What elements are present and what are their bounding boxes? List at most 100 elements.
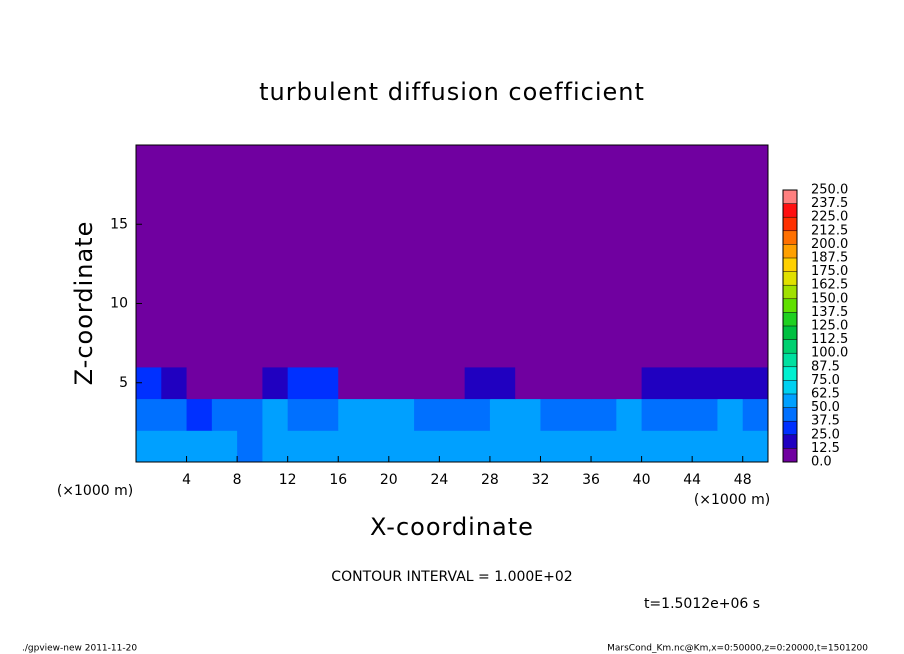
- heat-cell: [515, 176, 541, 209]
- heat-cell: [161, 145, 188, 178]
- heat-cell: [414, 303, 440, 336]
- heat-cell: [717, 240, 744, 273]
- heat-cell: [717, 366, 744, 400]
- heat-cell: [363, 208, 390, 241]
- heat-cell: [666, 145, 693, 178]
- heat-cell: [211, 398, 238, 431]
- heat-cell: [262, 303, 289, 336]
- heat-cell: [338, 145, 365, 178]
- heat-cell: [464, 335, 491, 368]
- heat-cell: [641, 303, 668, 336]
- time-note: t=1.5012e+06 s: [644, 596, 760, 612]
- heat-cell: [515, 145, 541, 178]
- colorbar-label: 50.0: [811, 400, 840, 415]
- heat-cell: [237, 430, 263, 463]
- heat-cell: [464, 303, 491, 336]
- heat-cell: [262, 240, 289, 273]
- heat-cell: [186, 240, 213, 273]
- colorbar-label: 112.5: [811, 332, 848, 347]
- heat-cell: [666, 366, 693, 400]
- heat-cell: [717, 145, 744, 178]
- heat-cell: [287, 366, 314, 400]
- colorbar-label: 225.0: [811, 210, 848, 225]
- heat-cell: [338, 335, 365, 368]
- colorbar-label: 237.5: [811, 196, 848, 211]
- heat-cell: [237, 335, 263, 368]
- heat-cell: [414, 176, 440, 209]
- heat-cell: [591, 430, 617, 463]
- heat-cell: [464, 430, 491, 463]
- colorbar-swatch: [783, 285, 797, 299]
- heat-cell: [262, 430, 289, 463]
- heat-cell: [287, 303, 314, 336]
- heat-cell: [312, 335, 339, 368]
- heat-cell: [388, 176, 415, 209]
- heat-cell: [136, 176, 162, 209]
- heat-cell: [388, 366, 415, 400]
- heat-cell: [616, 176, 643, 209]
- heat-cell: [388, 145, 415, 178]
- heat-cell: [312, 430, 339, 463]
- heat-cell: [439, 208, 466, 241]
- heat-cell: [641, 366, 668, 400]
- x-tick-label: 24: [430, 472, 448, 488]
- heat-cell: [742, 366, 769, 400]
- heat-cell: [338, 430, 365, 463]
- heat-cell: [237, 303, 263, 336]
- colorbar-label: 37.5: [811, 414, 840, 429]
- heat-cell: [186, 145, 213, 178]
- heat-cell: [262, 145, 289, 178]
- heat-cell: [717, 398, 744, 431]
- heat-cell: [186, 303, 213, 336]
- heat-cell: [338, 366, 365, 400]
- heat-cell: [414, 271, 440, 304]
- x-tick-label: 40: [633, 472, 651, 488]
- heat-cell: [641, 335, 668, 368]
- heat-cell: [439, 335, 466, 368]
- heat-cell: [388, 240, 415, 273]
- heat-cell: [136, 335, 162, 368]
- colorbar-label: 25.0: [811, 427, 840, 442]
- heat-cell: [312, 303, 339, 336]
- heat-cell: [414, 240, 440, 273]
- colorbar-swatch: [783, 203, 797, 218]
- heat-cell: [338, 398, 365, 431]
- heat-cell: [692, 366, 718, 400]
- heat-cell: [515, 303, 541, 336]
- heat-cell: [388, 335, 415, 368]
- heat-cell: [363, 145, 390, 178]
- heat-cell: [312, 366, 339, 400]
- heat-cell: [540, 208, 567, 241]
- heat-cell: [616, 430, 643, 463]
- heat-cell: [591, 303, 617, 336]
- heat-cell: [262, 208, 289, 241]
- heat-cell: [464, 208, 491, 241]
- heat-cell: [338, 303, 365, 336]
- heat-cell: [363, 335, 390, 368]
- heat-cell: [211, 303, 238, 336]
- x-tick-label: 48: [734, 472, 752, 488]
- heat-cell: [211, 271, 238, 304]
- heat-cell: [211, 176, 238, 209]
- heat-cell: [742, 271, 769, 304]
- heat-cell: [742, 335, 769, 368]
- heat-cell: [414, 335, 440, 368]
- heat-cell: [742, 176, 769, 209]
- heat-cell: [616, 366, 643, 400]
- heat-cell: [439, 271, 466, 304]
- heat-cell: [565, 335, 592, 368]
- x-tick-label: 44: [683, 472, 701, 488]
- heat-cell: [540, 366, 567, 400]
- heat-cell: [464, 145, 491, 178]
- heat-cell: [666, 240, 693, 273]
- heat-cell: [312, 176, 339, 209]
- heat-cell: [641, 145, 668, 178]
- heat-cell: [136, 398, 162, 431]
- heat-cell: [540, 430, 567, 463]
- colorbar-label: 0.0: [811, 455, 832, 470]
- x-unit: (×1000 m): [694, 492, 770, 508]
- heat-cell: [237, 398, 263, 431]
- heat-cell: [489, 335, 516, 368]
- heat-cell: [136, 145, 162, 178]
- heat-cell: [616, 240, 643, 273]
